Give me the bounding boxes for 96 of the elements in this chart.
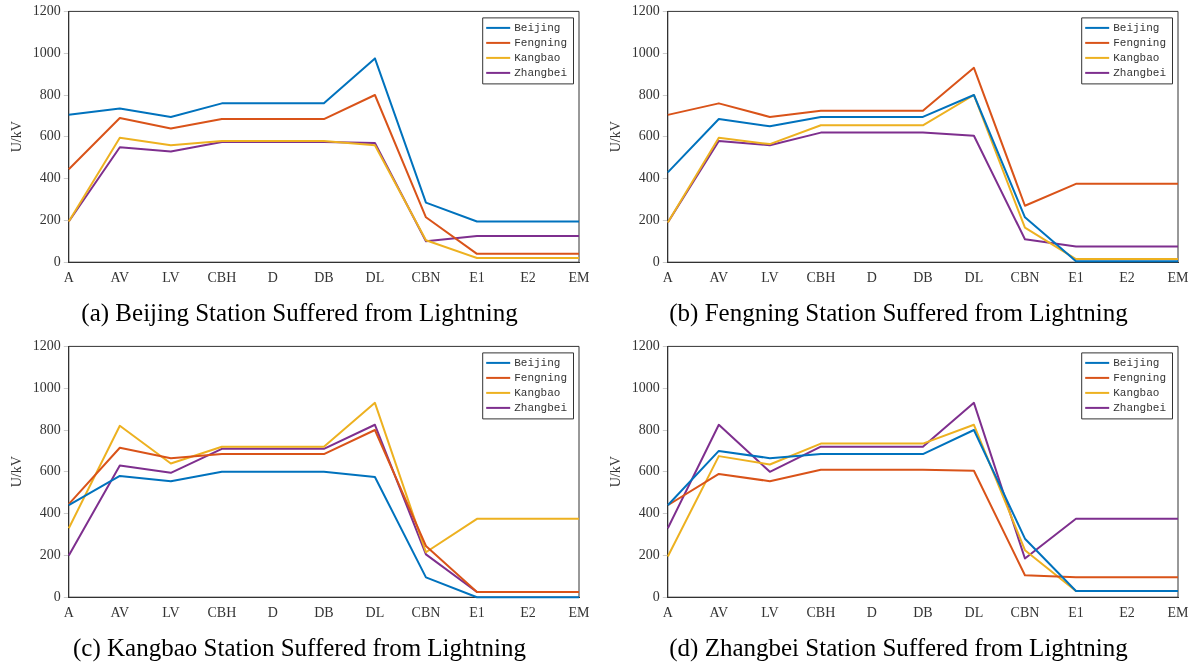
x-tick-label: DL — [964, 605, 984, 621]
y-tick-label: 800 — [638, 421, 660, 437]
text: (b) Fengning Station Suffered from Lightning — [668, 298, 1129, 329]
y-tick-label: 1200 — [631, 3, 660, 19]
y-tick-label: 1000 — [631, 379, 660, 395]
legend-label: Kangbao — [514, 51, 561, 64]
y-tick-label: 400 — [638, 505, 660, 521]
x-tick-label: DB — [314, 270, 334, 286]
legend-label: Kangbao — [1113, 51, 1160, 64]
y-tick-label: 800 — [39, 421, 61, 437]
y-tick-label: 200 — [638, 212, 660, 228]
x-tick-label: A — [63, 270, 75, 286]
y-tick-label: 600 — [39, 463, 61, 479]
y-tick-label: 1000 — [32, 379, 61, 395]
y-axis-title: U/kV — [9, 121, 25, 153]
legend-label: Beijing — [514, 356, 561, 369]
y-tick-label: 400 — [39, 505, 61, 521]
x-tick-label: CBN — [411, 605, 441, 621]
legend-label: Beijing — [1113, 356, 1160, 369]
y-axis-title: U/kV — [608, 456, 624, 488]
x-tick-label: AV — [110, 270, 130, 286]
legend-label: Fengning — [1113, 36, 1166, 49]
x-tick-label: A — [662, 605, 674, 621]
y-tick-label: 0 — [652, 253, 660, 269]
y-tick-label: 1000 — [32, 44, 61, 60]
legend-label: Fengning — [514, 36, 567, 49]
legend-label: Zhangbei — [514, 401, 568, 414]
x-tick-label: A — [63, 605, 75, 621]
x-tick-label: AV — [110, 605, 130, 621]
x-tick-label: LV — [162, 605, 180, 621]
y-tick-label: 1200 — [32, 338, 61, 354]
legend-label: Zhangbei — [1113, 66, 1167, 79]
x-tick-label: DB — [314, 605, 334, 621]
legend-label: Zhangbei — [514, 66, 568, 79]
y-tick-label: 1200 — [631, 338, 660, 354]
x-tick-label: E2 — [520, 605, 536, 621]
x-tick-label: EM — [1167, 605, 1190, 621]
x-tick-label: E1 — [1068, 605, 1084, 621]
x-tick-label: E2 — [520, 270, 536, 286]
y-axis-title: U/kV — [608, 121, 624, 153]
x-tick-label: CBN — [1010, 270, 1040, 286]
x-tick-label: DB — [913, 270, 933, 286]
y-tick-label: 200 — [39, 547, 61, 563]
x-tick-label: LV — [761, 605, 779, 621]
text: (c) Kangbao Station Suffered from Lightning — [72, 633, 527, 664]
legend-label: Fengning — [1113, 371, 1166, 384]
legend-label: Kangbao — [1113, 386, 1160, 399]
y-tick-label: 600 — [638, 128, 660, 144]
y-tick-label: 800 — [39, 86, 61, 102]
y-tick-label: 400 — [638, 170, 660, 186]
x-tick-label: E1 — [1068, 270, 1084, 286]
y-tick-label: 0 — [652, 588, 660, 604]
legend-label: Beijing — [1113, 21, 1160, 34]
x-tick-label: E1 — [469, 270, 485, 286]
x-tick-label: CBH — [207, 270, 237, 286]
y-tick-label: 0 — [53, 253, 61, 269]
x-tick-label: E2 — [1119, 270, 1135, 286]
x-tick-label: D — [866, 605, 877, 621]
x-tick-label: DB — [913, 605, 933, 621]
x-tick-label: DL — [964, 270, 984, 286]
x-tick-label: CBH — [806, 270, 836, 286]
x-tick-label: D — [267, 270, 278, 286]
x-tick-label: CBN — [411, 270, 441, 286]
y-tick-label: 1000 — [631, 44, 660, 60]
y-tick-label: 400 — [39, 170, 61, 186]
text: (a) Beijing Station Suffered from Lightning — [80, 298, 519, 329]
x-tick-label: EM — [568, 270, 591, 286]
x-tick-label: AV — [709, 270, 729, 286]
x-tick-label: A — [662, 270, 674, 286]
x-tick-label: LV — [162, 270, 180, 286]
y-tick-label: 600 — [638, 463, 660, 479]
x-tick-label: DL — [365, 270, 385, 286]
x-tick-label: LV — [761, 270, 779, 286]
x-tick-label: CBH — [806, 605, 836, 621]
y-tick-label: 200 — [638, 547, 660, 563]
y-tick-label: 200 — [39, 212, 61, 228]
y-tick-label: 1200 — [32, 3, 61, 19]
x-tick-label: E1 — [469, 605, 485, 621]
x-tick-label: EM — [1167, 270, 1190, 286]
x-tick-label: E2 — [1119, 605, 1135, 621]
x-tick-label: D — [866, 270, 877, 286]
legend-label: Beijing — [514, 21, 561, 34]
x-tick-label: CBN — [1010, 605, 1040, 621]
y-tick-label: 800 — [638, 86, 660, 102]
x-tick-label: D — [267, 605, 278, 621]
x-tick-label: CBH — [207, 605, 237, 621]
legend-label: Zhangbei — [1113, 401, 1167, 414]
text: (d) Zhangbei Station Suffered from Lightning — [668, 633, 1129, 664]
x-tick-label: DL — [365, 605, 385, 621]
x-tick-label: AV — [709, 605, 729, 621]
legend-label: Kangbao — [514, 386, 561, 399]
y-axis-title: U/kV — [9, 456, 25, 488]
y-tick-label: 600 — [39, 128, 61, 144]
y-tick-label: 0 — [53, 588, 61, 604]
legend-label: Fengning — [514, 371, 567, 384]
x-tick-label: EM — [568, 605, 591, 621]
